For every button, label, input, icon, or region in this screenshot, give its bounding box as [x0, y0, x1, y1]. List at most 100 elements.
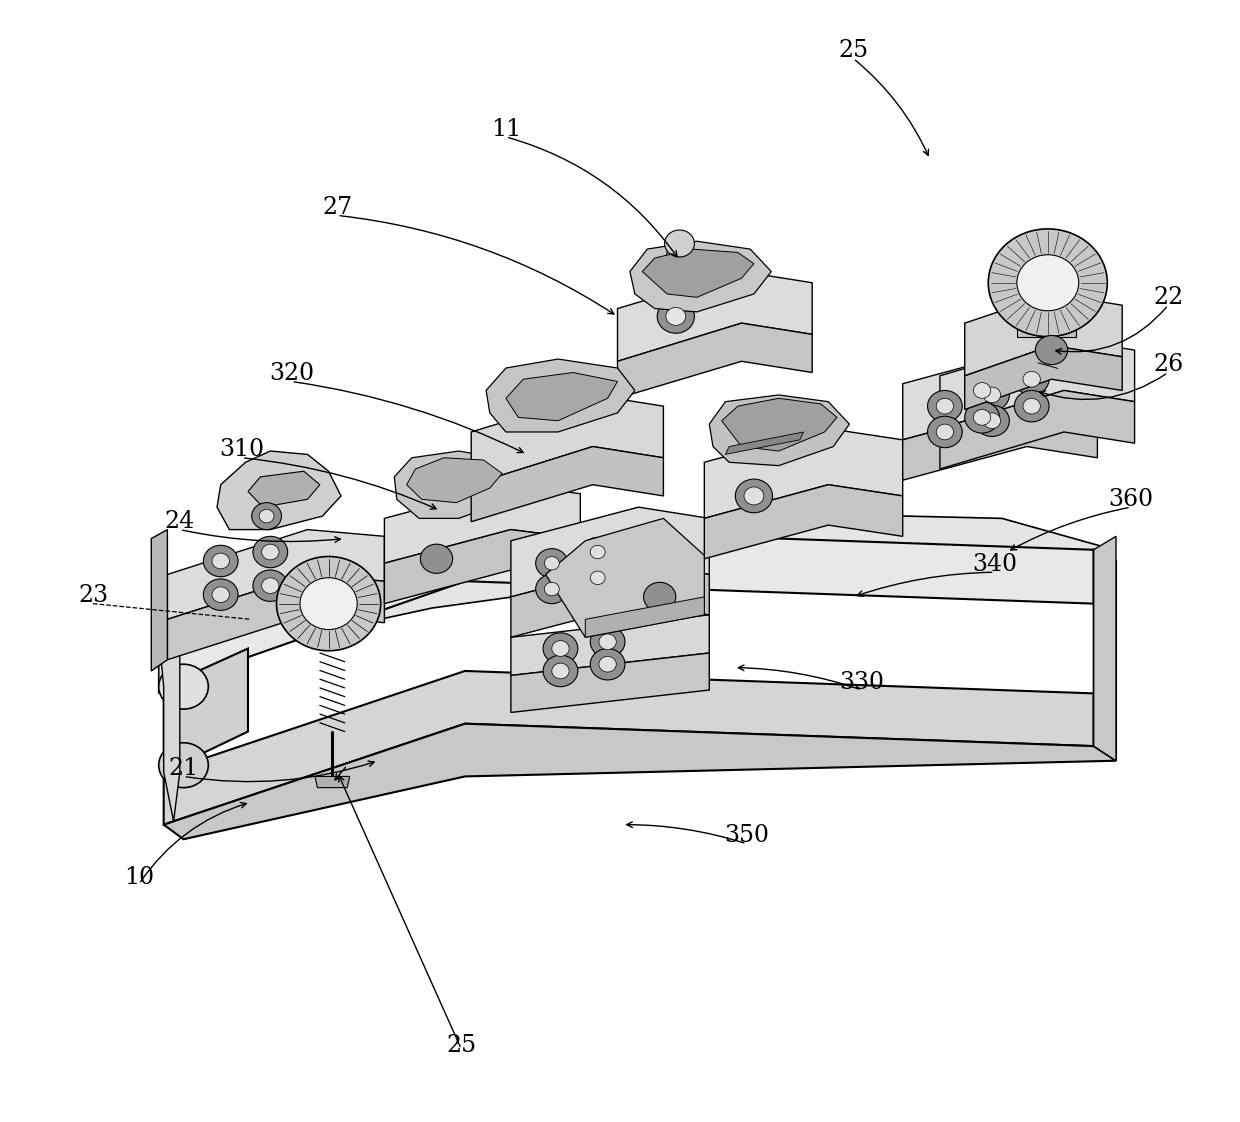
Circle shape: [536, 549, 568, 578]
Text: 22: 22: [1153, 286, 1183, 309]
Circle shape: [203, 579, 238, 610]
Polygon shape: [164, 671, 1094, 825]
Circle shape: [973, 410, 991, 425]
Circle shape: [1023, 371, 1040, 387]
Polygon shape: [164, 724, 1116, 839]
Polygon shape: [164, 649, 248, 772]
Circle shape: [159, 664, 208, 709]
Circle shape: [936, 398, 954, 414]
Circle shape: [965, 375, 999, 406]
Circle shape: [552, 641, 569, 656]
Polygon shape: [159, 634, 180, 821]
Circle shape: [253, 570, 288, 601]
Circle shape: [543, 655, 578, 687]
Polygon shape: [618, 323, 812, 398]
Text: 11: 11: [491, 118, 521, 140]
Circle shape: [203, 545, 238, 577]
Polygon shape: [722, 398, 837, 451]
Circle shape: [159, 743, 208, 788]
Polygon shape: [394, 451, 527, 518]
Circle shape: [1014, 364, 1049, 395]
Polygon shape: [903, 406, 1097, 480]
Polygon shape: [546, 518, 704, 637]
Polygon shape: [665, 251, 694, 272]
Circle shape: [420, 544, 453, 573]
Polygon shape: [471, 395, 663, 485]
Circle shape: [262, 544, 279, 560]
Circle shape: [644, 582, 676, 611]
Polygon shape: [725, 432, 804, 454]
Polygon shape: [248, 471, 320, 507]
Polygon shape: [965, 294, 1122, 376]
Circle shape: [975, 405, 1009, 436]
Circle shape: [544, 582, 559, 596]
Circle shape: [590, 571, 605, 585]
Circle shape: [599, 634, 616, 650]
Polygon shape: [1094, 550, 1116, 761]
Circle shape: [936, 424, 954, 440]
Circle shape: [252, 503, 281, 530]
Text: 310: 310: [219, 439, 264, 461]
Circle shape: [590, 545, 605, 559]
Text: 26: 26: [1153, 353, 1183, 376]
Polygon shape: [486, 359, 635, 432]
Polygon shape: [164, 527, 1094, 687]
Circle shape: [590, 626, 625, 657]
Circle shape: [536, 574, 568, 604]
Circle shape: [973, 383, 991, 398]
Circle shape: [1023, 398, 1040, 414]
Polygon shape: [630, 241, 771, 312]
Polygon shape: [965, 346, 1122, 410]
Polygon shape: [1094, 536, 1116, 761]
Circle shape: [277, 557, 381, 651]
Circle shape: [1017, 255, 1079, 311]
Circle shape: [300, 578, 357, 629]
Circle shape: [657, 300, 694, 333]
Circle shape: [965, 402, 999, 433]
Polygon shape: [642, 249, 754, 297]
Text: 340: 340: [972, 553, 1017, 576]
Polygon shape: [709, 395, 849, 466]
Polygon shape: [511, 615, 709, 675]
Circle shape: [983, 413, 1001, 429]
Circle shape: [735, 479, 773, 513]
Circle shape: [262, 578, 279, 594]
Text: 330: 330: [839, 671, 884, 693]
Circle shape: [1014, 390, 1049, 422]
Text: 24: 24: [165, 511, 195, 533]
Polygon shape: [315, 776, 350, 788]
Circle shape: [599, 656, 616, 672]
Polygon shape: [151, 530, 167, 671]
Text: 350: 350: [724, 825, 769, 847]
Text: 25: 25: [446, 1034, 476, 1057]
Polygon shape: [471, 447, 663, 522]
Circle shape: [666, 307, 686, 325]
Polygon shape: [511, 653, 709, 712]
Text: 21: 21: [169, 757, 198, 780]
Circle shape: [259, 509, 274, 523]
Circle shape: [928, 390, 962, 422]
Circle shape: [582, 563, 614, 592]
Polygon shape: [940, 339, 1135, 429]
Polygon shape: [506, 373, 618, 421]
Polygon shape: [407, 458, 502, 503]
Circle shape: [212, 587, 229, 603]
Circle shape: [552, 663, 569, 679]
Polygon shape: [159, 514, 1106, 693]
Polygon shape: [704, 429, 903, 518]
Polygon shape: [384, 530, 580, 604]
Text: 320: 320: [269, 362, 314, 385]
Polygon shape: [585, 597, 704, 637]
Text: 25: 25: [838, 39, 868, 62]
Circle shape: [544, 557, 559, 570]
Polygon shape: [217, 451, 341, 530]
Circle shape: [928, 416, 962, 448]
Polygon shape: [384, 485, 580, 563]
Polygon shape: [167, 574, 384, 660]
Text: 10: 10: [124, 866, 154, 889]
Circle shape: [665, 230, 694, 257]
Polygon shape: [167, 530, 384, 619]
Circle shape: [1035, 335, 1068, 365]
Circle shape: [988, 229, 1107, 337]
Polygon shape: [940, 390, 1135, 469]
